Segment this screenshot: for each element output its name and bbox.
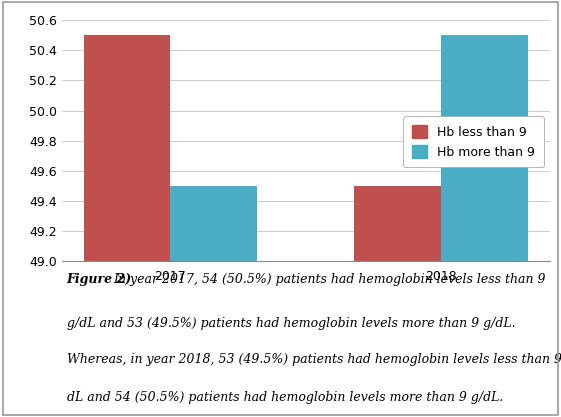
Legend: Hb less than 9, Hb more than 9: Hb less than 9, Hb more than 9 <box>403 116 544 167</box>
Bar <box>441 35 527 417</box>
Bar <box>84 35 171 417</box>
Text: dL and 54 (50.5%) patients had hemoglobin levels more than 9 g/dL.: dL and 54 (50.5%) patients had hemoglobi… <box>67 391 503 404</box>
Bar <box>171 186 257 417</box>
Bar <box>355 186 441 417</box>
Text: In year 2017, 54 (50.5%) patients had hemoglobin levels less than 9: In year 2017, 54 (50.5%) patients had he… <box>113 273 545 286</box>
Text: Figure 2): Figure 2) <box>67 273 140 286</box>
Text: Whereas, in year 2018, 53 (49.5%) patients had hemoglobin levels less than 9 g/: Whereas, in year 2018, 53 (49.5%) patien… <box>67 353 561 366</box>
Text: g/dL and 53 (49.5%) patients had hemoglobin levels more than 9 g/dL.: g/dL and 53 (49.5%) patients had hemoglo… <box>67 317 515 330</box>
